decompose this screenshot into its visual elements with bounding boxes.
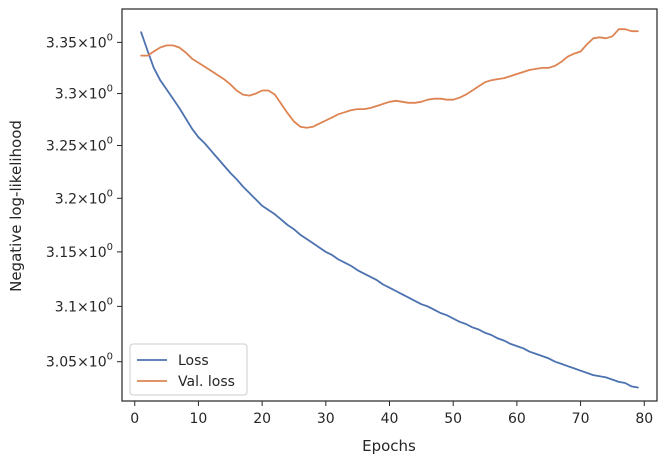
legend-box — [129, 343, 248, 396]
series-line-val-loss — [140, 28, 639, 129]
x-tick-label: 80 — [635, 411, 653, 427]
y-tick-label: 3.25×100 — [46, 136, 113, 155]
x-tick-label: 60 — [508, 411, 526, 427]
x-tick-label: 20 — [253, 411, 271, 427]
x-tick-label: 40 — [381, 411, 399, 427]
y-tick-label: 3.35×100 — [46, 32, 113, 51]
y-tick-label: 3.15×100 — [46, 242, 113, 261]
x-axis: 0 10 20 30 40 50 60 70 80 — [130, 401, 653, 427]
y-tick-label: 3.3×100 — [55, 84, 113, 103]
legend: Loss Val. loss — [129, 343, 248, 396]
y-axis: 3.05×100 3.1×100 3.15×100 3.2×100 3.25×100 3.… — [46, 32, 122, 371]
plot-lines — [140, 28, 639, 389]
x-tick-label: 30 — [317, 411, 335, 427]
y-axis-label: Negative log-likelihood — [7, 120, 25, 292]
series-line-loss — [140, 31, 639, 389]
y-tick-label: 3.1×100 — [55, 296, 113, 315]
y-tick-label: 3.05×100 — [46, 352, 113, 371]
plot-frame — [121, 8, 658, 402]
x-tick-label: 50 — [444, 411, 462, 427]
x-tick-label: 70 — [572, 411, 590, 427]
x-axis-label: Epochs — [362, 437, 416, 455]
x-tick-label: 10 — [190, 411, 208, 427]
legend-label-val-loss: Val. loss — [178, 374, 235, 390]
y-tick-label: 3.2×100 — [55, 188, 113, 207]
x-tick-label: 0 — [130, 411, 139, 427]
legend-label-loss: Loss — [178, 353, 209, 369]
